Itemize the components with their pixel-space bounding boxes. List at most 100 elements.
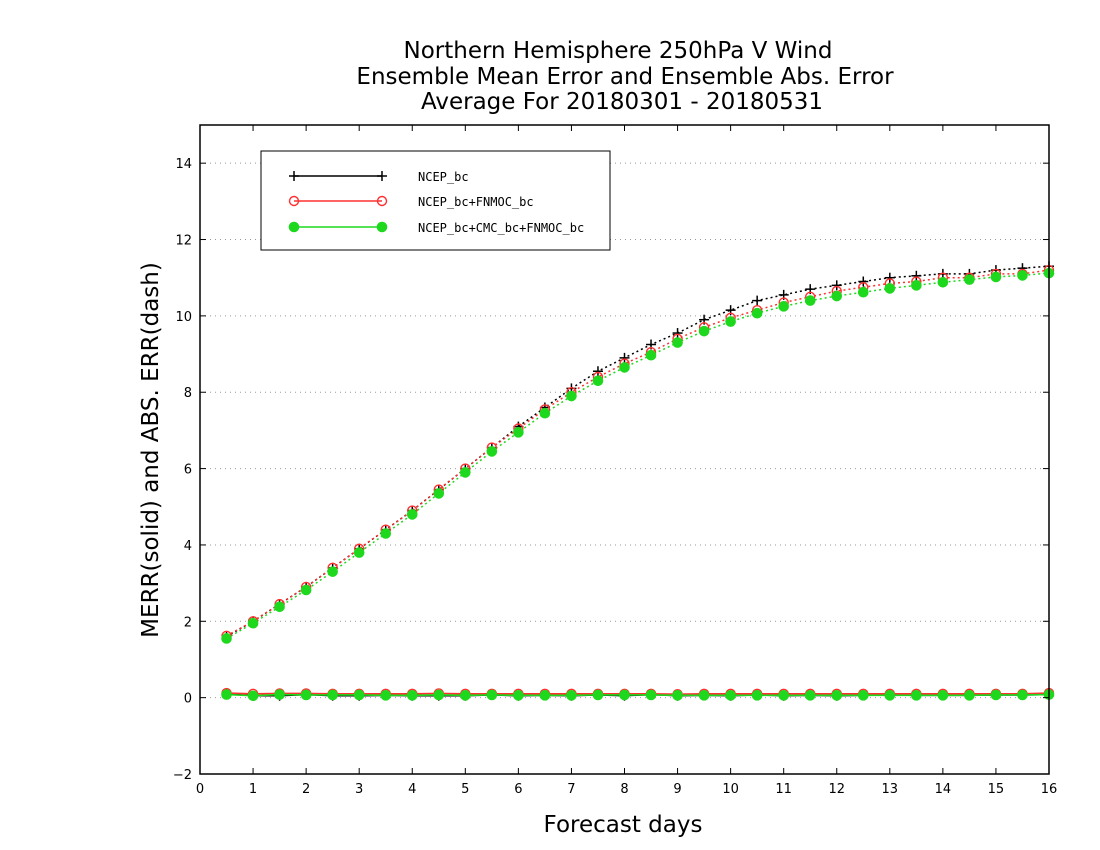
abs-err-point: [539, 407, 551, 419]
abs-err-point: [725, 316, 736, 327]
x-tick-label: 3: [355, 782, 363, 797]
x-tick-label: 14: [935, 782, 952, 797]
mean-err-point: [539, 690, 551, 701]
plot-series: [221, 261, 1055, 702]
mean-err-point: [274, 689, 285, 700]
series-abs-err-line-2: [226, 269, 1050, 637]
mean-err-point: [353, 689, 365, 701]
abs-err-point: [990, 271, 1002, 283]
x-tick-label: 1: [249, 782, 257, 797]
y-tick-label: 0: [184, 692, 192, 707]
mean-err-point: [486, 689, 498, 701]
series-mean-err-line-3: [226, 693, 1050, 697]
abs-err-point: [406, 509, 418, 520]
abs-err-point: [645, 349, 657, 361]
abs-err-point: [672, 328, 683, 339]
abs-err-point: [804, 295, 816, 306]
mean-err-point: [380, 690, 392, 701]
abs-err-point: [937, 276, 949, 288]
mean-err-point: [884, 690, 896, 701]
abs-err-point: [274, 601, 285, 613]
x-tick-label: 16: [1041, 782, 1058, 797]
mean-err-point: [831, 690, 843, 701]
abs-err-point: [751, 307, 763, 319]
abs-err-point: [619, 362, 630, 373]
grid-lines: [200, 162, 1049, 775]
x-tick-label: 0: [196, 782, 204, 797]
y-tick-label: 14: [175, 157, 192, 172]
abs-err-point: [884, 272, 895, 283]
chart-title: Northern Hemisphere 250hPa V Wind Ensemb…: [356, 38, 894, 115]
mean-err-point: [645, 689, 657, 701]
mean-err-point: [778, 690, 789, 701]
y-tick-label: 6: [184, 463, 192, 478]
mean-err-point: [751, 690, 763, 701]
legend-key-marker: [288, 221, 300, 233]
legend-keys: [288, 171, 388, 233]
mean-err-point: [672, 690, 683, 701]
mean-err-point: [566, 690, 577, 701]
x-tick-label: 2: [302, 782, 310, 797]
y-tick-label: 4: [184, 539, 192, 554]
abs-err-point: [327, 566, 338, 577]
title-line-1: Northern Hemisphere 250hPa V Wind: [404, 38, 833, 64]
mean-err-point: [300, 689, 312, 701]
mean-err-point: [460, 690, 471, 701]
x-tick-label: 9: [673, 782, 681, 797]
mean-err-point: [1017, 689, 1028, 701]
abs-err-point: [566, 390, 577, 402]
legend-key-marker: [288, 195, 300, 207]
mean-err-point: [513, 690, 524, 701]
y-axis-label: MERR(solid) and ABS. ERR(dash): [138, 262, 164, 638]
x-tick-label: 12: [828, 782, 845, 797]
legend-key-marker: [289, 171, 299, 181]
abs-err-point: [672, 337, 683, 348]
mean-err-point: [698, 690, 710, 701]
y-tick-label: 2: [184, 615, 192, 630]
abs-err-point: [857, 286, 869, 298]
mean-err-point: [804, 690, 816, 701]
abs-err-point: [247, 617, 259, 629]
mean-err-point: [406, 690, 418, 701]
x-tick-label: 11: [775, 782, 792, 797]
abs-err-point: [1017, 270, 1028, 281]
abs-err-point: [300, 584, 312, 596]
mean-err-point: [725, 690, 736, 701]
x-tick-label: 8: [620, 782, 628, 797]
mean-err-point: [592, 689, 604, 701]
abs-err-point: [433, 488, 445, 499]
legend: NCEP_bc NCEP_bc+FNMOC_bc NCEP_bc+CMC_bc+…: [260, 150, 611, 251]
x-tick-label: 15: [988, 782, 1005, 797]
mean-err-point: [221, 689, 232, 700]
x-tick-label: 4: [408, 782, 416, 797]
abs-err-point: [831, 290, 843, 302]
x-tick-label: 7: [567, 782, 575, 797]
legend-key-marker: [377, 171, 387, 181]
y-tick-label: 8: [184, 386, 192, 401]
abs-err-point: [698, 325, 710, 337]
abs-err-point: [911, 280, 922, 291]
abs-err-point: [380, 528, 392, 539]
legend-label-3: NCEP_bc+CMC_bc+FNMOC_bc: [418, 221, 584, 235]
x-tick-label: 5: [461, 782, 469, 797]
abs-err-point: [460, 467, 471, 478]
abs-err-point: [858, 276, 869, 287]
abs-err-point: [513, 427, 524, 438]
y-tick-label: −2: [173, 768, 192, 783]
x-axis-label: Forecast days: [544, 812, 703, 838]
mean-err-point: [857, 690, 869, 701]
mean-err-point: [964, 690, 975, 701]
title-line-2: Ensemble Mean Error and Ensemble Abs. Er…: [356, 64, 894, 90]
legend-key-marker: [376, 195, 388, 207]
mean-err-point: [433, 689, 445, 701]
abs-err-point: [619, 352, 630, 363]
abs-err-point: [964, 274, 975, 285]
mean-err-point: [619, 689, 630, 701]
mean-err-point: [937, 690, 949, 701]
series-abs-err-line-3: [226, 272, 1050, 640]
abs-err-point: [831, 280, 842, 291]
x-tick-label: 10: [722, 782, 739, 797]
abs-err-point: [911, 270, 922, 281]
